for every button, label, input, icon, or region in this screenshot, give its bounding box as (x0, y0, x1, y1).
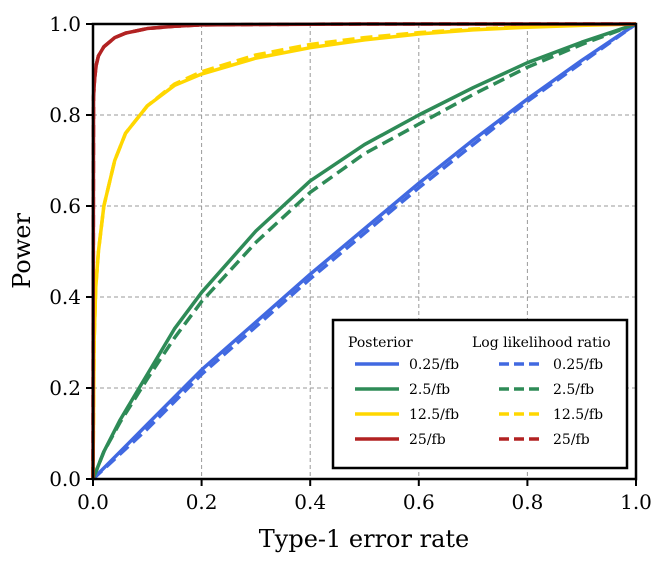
series-line-llr-2p5-per-fb (91, 22, 637, 480)
legend-label: 25/fb (409, 432, 446, 448)
y-axis-label: Power (8, 213, 36, 289)
y-tick-label: 0.6 (49, 194, 81, 218)
x-tick-label: 0.2 (186, 490, 218, 514)
x-tick-label: 0.0 (77, 490, 109, 514)
x-tick-label: 1.0 (620, 490, 652, 514)
legend-label: 2.5/fb (409, 382, 450, 398)
y-tick-label: 0.4 (49, 285, 81, 309)
series-line-posterior-2p5-per-fb (91, 22, 637, 480)
x-tick-label: 0.6 (403, 490, 435, 514)
y-tick-label: 0.2 (49, 376, 81, 400)
legend-box (331, 318, 629, 470)
x-tick-label: 0.8 (511, 490, 543, 514)
legend-title-llr: Log likelihood ratio (472, 335, 611, 351)
series-line-posterior-0p25-per-fb (91, 22, 637, 481)
legend-label: 2.5/fb (553, 382, 594, 398)
y-tick-label: 1.0 (49, 12, 81, 36)
legend-label: 12.5/fb (409, 407, 459, 423)
x-tick-label: 0.4 (294, 490, 326, 514)
plot-frame (91, 22, 638, 481)
legend-label: 25/fb (553, 432, 590, 448)
legend-title-posterior: Posterior (348, 335, 413, 351)
legend: Posterior Log likelihood ratio 0.25/fb 2.… (331, 318, 629, 470)
legend-label: 12.5/fb (553, 407, 603, 423)
legend-label: 0.25/fb (409, 357, 459, 373)
y-tick-label: 0.8 (49, 103, 81, 127)
y-tick-label: 0.0 (49, 467, 81, 491)
x-axis-label: Type-1 error rate (259, 525, 469, 553)
legend-label: 0.25/fb (553, 357, 603, 373)
series-line-posterior-12p5-per-fb (91, 22, 637, 480)
ticks: 0.0 0.2 0.4 0.6 0.8 1.0 0.0 0.2 0.4 0.6 0.8 1.0 (49, 12, 652, 514)
series-line-llr-0p25-per-fb (91, 22, 638, 481)
